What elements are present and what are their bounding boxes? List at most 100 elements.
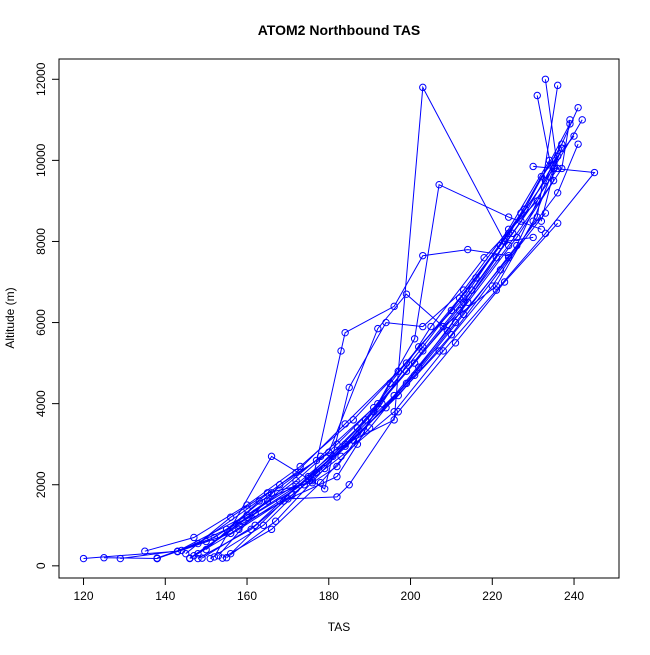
series-group <box>194 180 546 558</box>
data-point <box>529 233 537 242</box>
data-point <box>427 322 435 331</box>
x-tick-label: 140 <box>155 589 175 603</box>
data-point <box>141 547 149 555</box>
data-point <box>553 219 562 227</box>
series-group <box>226 140 566 558</box>
data-point <box>349 416 358 424</box>
data-point <box>235 521 243 529</box>
x-axis-label: TAS <box>328 620 350 634</box>
data-point <box>190 533 198 542</box>
data-point <box>541 75 550 83</box>
data-point <box>553 189 562 197</box>
data-point <box>333 472 341 481</box>
data-point <box>517 209 525 217</box>
data-point <box>500 278 509 286</box>
data-point <box>284 495 292 503</box>
y-tick-label: 6000 <box>34 309 48 336</box>
data-point <box>504 253 513 262</box>
data-point <box>509 229 517 238</box>
y-tick-label: 8000 <box>34 228 48 255</box>
x-tick-label: 160 <box>237 589 257 603</box>
series-group <box>190 219 562 560</box>
series-line <box>144 119 583 552</box>
data-point <box>574 103 582 112</box>
y-axis: 0 2000 4000 6000 8000 10000 12000 <box>34 62 60 569</box>
data-point <box>504 225 513 233</box>
data-point <box>218 554 227 562</box>
data-point <box>419 347 427 355</box>
data-point <box>464 245 472 254</box>
series-group <box>182 197 541 558</box>
data-point <box>194 549 202 558</box>
data-point <box>296 462 304 471</box>
y-tick-label: 10000 <box>34 143 48 177</box>
data-point <box>226 513 235 521</box>
data-point <box>394 408 402 416</box>
data-point <box>222 554 231 562</box>
data-point <box>574 140 582 148</box>
series-line <box>197 143 579 559</box>
data-point <box>312 468 321 477</box>
data-point <box>280 497 288 505</box>
series-line <box>222 119 571 559</box>
data-point <box>259 521 268 529</box>
series-line <box>185 200 538 555</box>
series-line <box>205 249 509 550</box>
data-point <box>173 547 182 556</box>
data-point <box>578 116 586 124</box>
data-point <box>504 213 513 221</box>
series-line <box>193 222 559 557</box>
data-point <box>333 440 341 448</box>
data-point <box>345 383 353 392</box>
data-point <box>537 217 546 225</box>
x-tick-label: 120 <box>74 589 94 603</box>
x-tick-label: 200 <box>401 589 421 603</box>
data-point <box>492 286 501 294</box>
data-point <box>402 379 411 388</box>
data-point <box>455 294 464 302</box>
y-tick-label: 12000 <box>34 62 48 96</box>
data-point <box>529 217 537 225</box>
data-point <box>276 481 284 489</box>
data-point <box>353 440 362 448</box>
series-layer <box>79 75 599 563</box>
y-axis-label: Altitude (m) <box>3 287 17 348</box>
data-point <box>447 306 456 315</box>
x-tick-label: 180 <box>319 589 339 603</box>
data-point <box>263 489 272 497</box>
data-point <box>267 525 276 534</box>
data-point <box>79 554 88 563</box>
series-group <box>218 116 574 562</box>
data-point <box>415 343 423 351</box>
chart-title: ATOM2 Northbound TAS <box>258 22 421 38</box>
x-tick-label: 240 <box>564 589 584 603</box>
data-point <box>513 233 521 242</box>
data-point <box>590 168 599 177</box>
data-point <box>402 290 411 298</box>
data-point <box>337 347 345 355</box>
data-point <box>226 549 235 558</box>
data-point <box>533 91 541 100</box>
data-point <box>390 416 398 424</box>
series-group <box>210 156 554 561</box>
data-point <box>292 476 300 485</box>
data-point <box>537 225 546 233</box>
series-line <box>189 165 596 559</box>
data-point <box>402 367 411 375</box>
data-point <box>361 416 370 424</box>
data-point <box>553 81 562 90</box>
data-point <box>320 485 329 493</box>
data-point <box>549 176 558 185</box>
data-point <box>558 140 566 148</box>
data-point <box>333 462 341 471</box>
data-point <box>439 322 447 331</box>
data-point <box>198 554 206 562</box>
data-point <box>439 347 447 355</box>
data-point <box>214 551 223 560</box>
data-point <box>533 197 541 205</box>
data-point <box>325 448 333 457</box>
series-line <box>197 183 542 555</box>
data-point <box>410 335 419 343</box>
y-tick-label: 2000 <box>34 471 48 498</box>
